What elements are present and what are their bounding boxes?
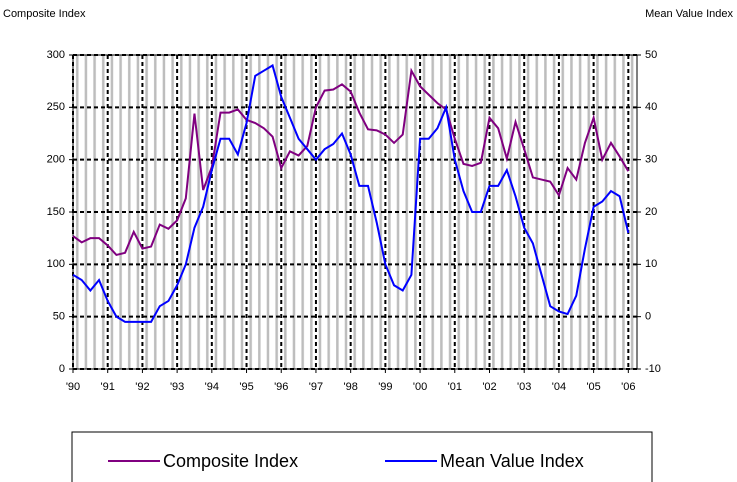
y-tick-label: 200 [47,154,65,166]
legend-box [71,431,653,482]
y2-tick-label: 20 [645,206,657,218]
x-tick-label: '93 [170,381,184,393]
x-tick-label: '94 [205,381,219,393]
y2-tick-label: 50 [645,49,657,61]
x-tick-label: '97 [309,381,323,393]
series-line [72,63,630,323]
x-tick-label: '92 [135,381,149,393]
x-tick-label: '01 [448,381,462,393]
y-tick-label: 250 [47,101,65,113]
y-tick-label: 50 [53,311,65,323]
series-line [72,67,630,257]
y-tick-label: 300 [47,49,65,61]
y2-tick-label: 40 [645,101,657,113]
y-axis-label: Composite Index [3,8,86,20]
x-tick-label: '99 [378,381,392,393]
y-tick-label: 100 [47,258,65,270]
y2-tick-label: 30 [645,154,657,166]
x-tick-label: '05 [586,381,600,393]
y-tick-label: 150 [47,206,65,218]
y2-tick-label: 0 [645,311,651,323]
x-tick-label: '03 [517,381,531,393]
legend-label: Composite Index [163,451,298,471]
x-tick-label: '96 [274,381,288,393]
x-tick-label: '91 [101,381,115,393]
y2-tick-label: -10 [645,363,661,375]
x-tick-label: '00 [413,381,427,393]
x-tick-label: '06 [621,381,635,393]
x-tick-label: '98 [343,381,357,393]
plot-frame [72,54,638,370]
y-tick-label: 0 [59,363,65,375]
x-tick-label: '02 [482,381,496,393]
y2-axis-label: Mean Value Index [645,8,733,20]
x-tick-label: '95 [239,381,253,393]
x-tick-label: '04 [552,381,566,393]
y2-tick-label: 10 [645,258,657,270]
legend-label: Mean Value Index [440,451,584,471]
x-tick-label: '90 [66,381,80,393]
